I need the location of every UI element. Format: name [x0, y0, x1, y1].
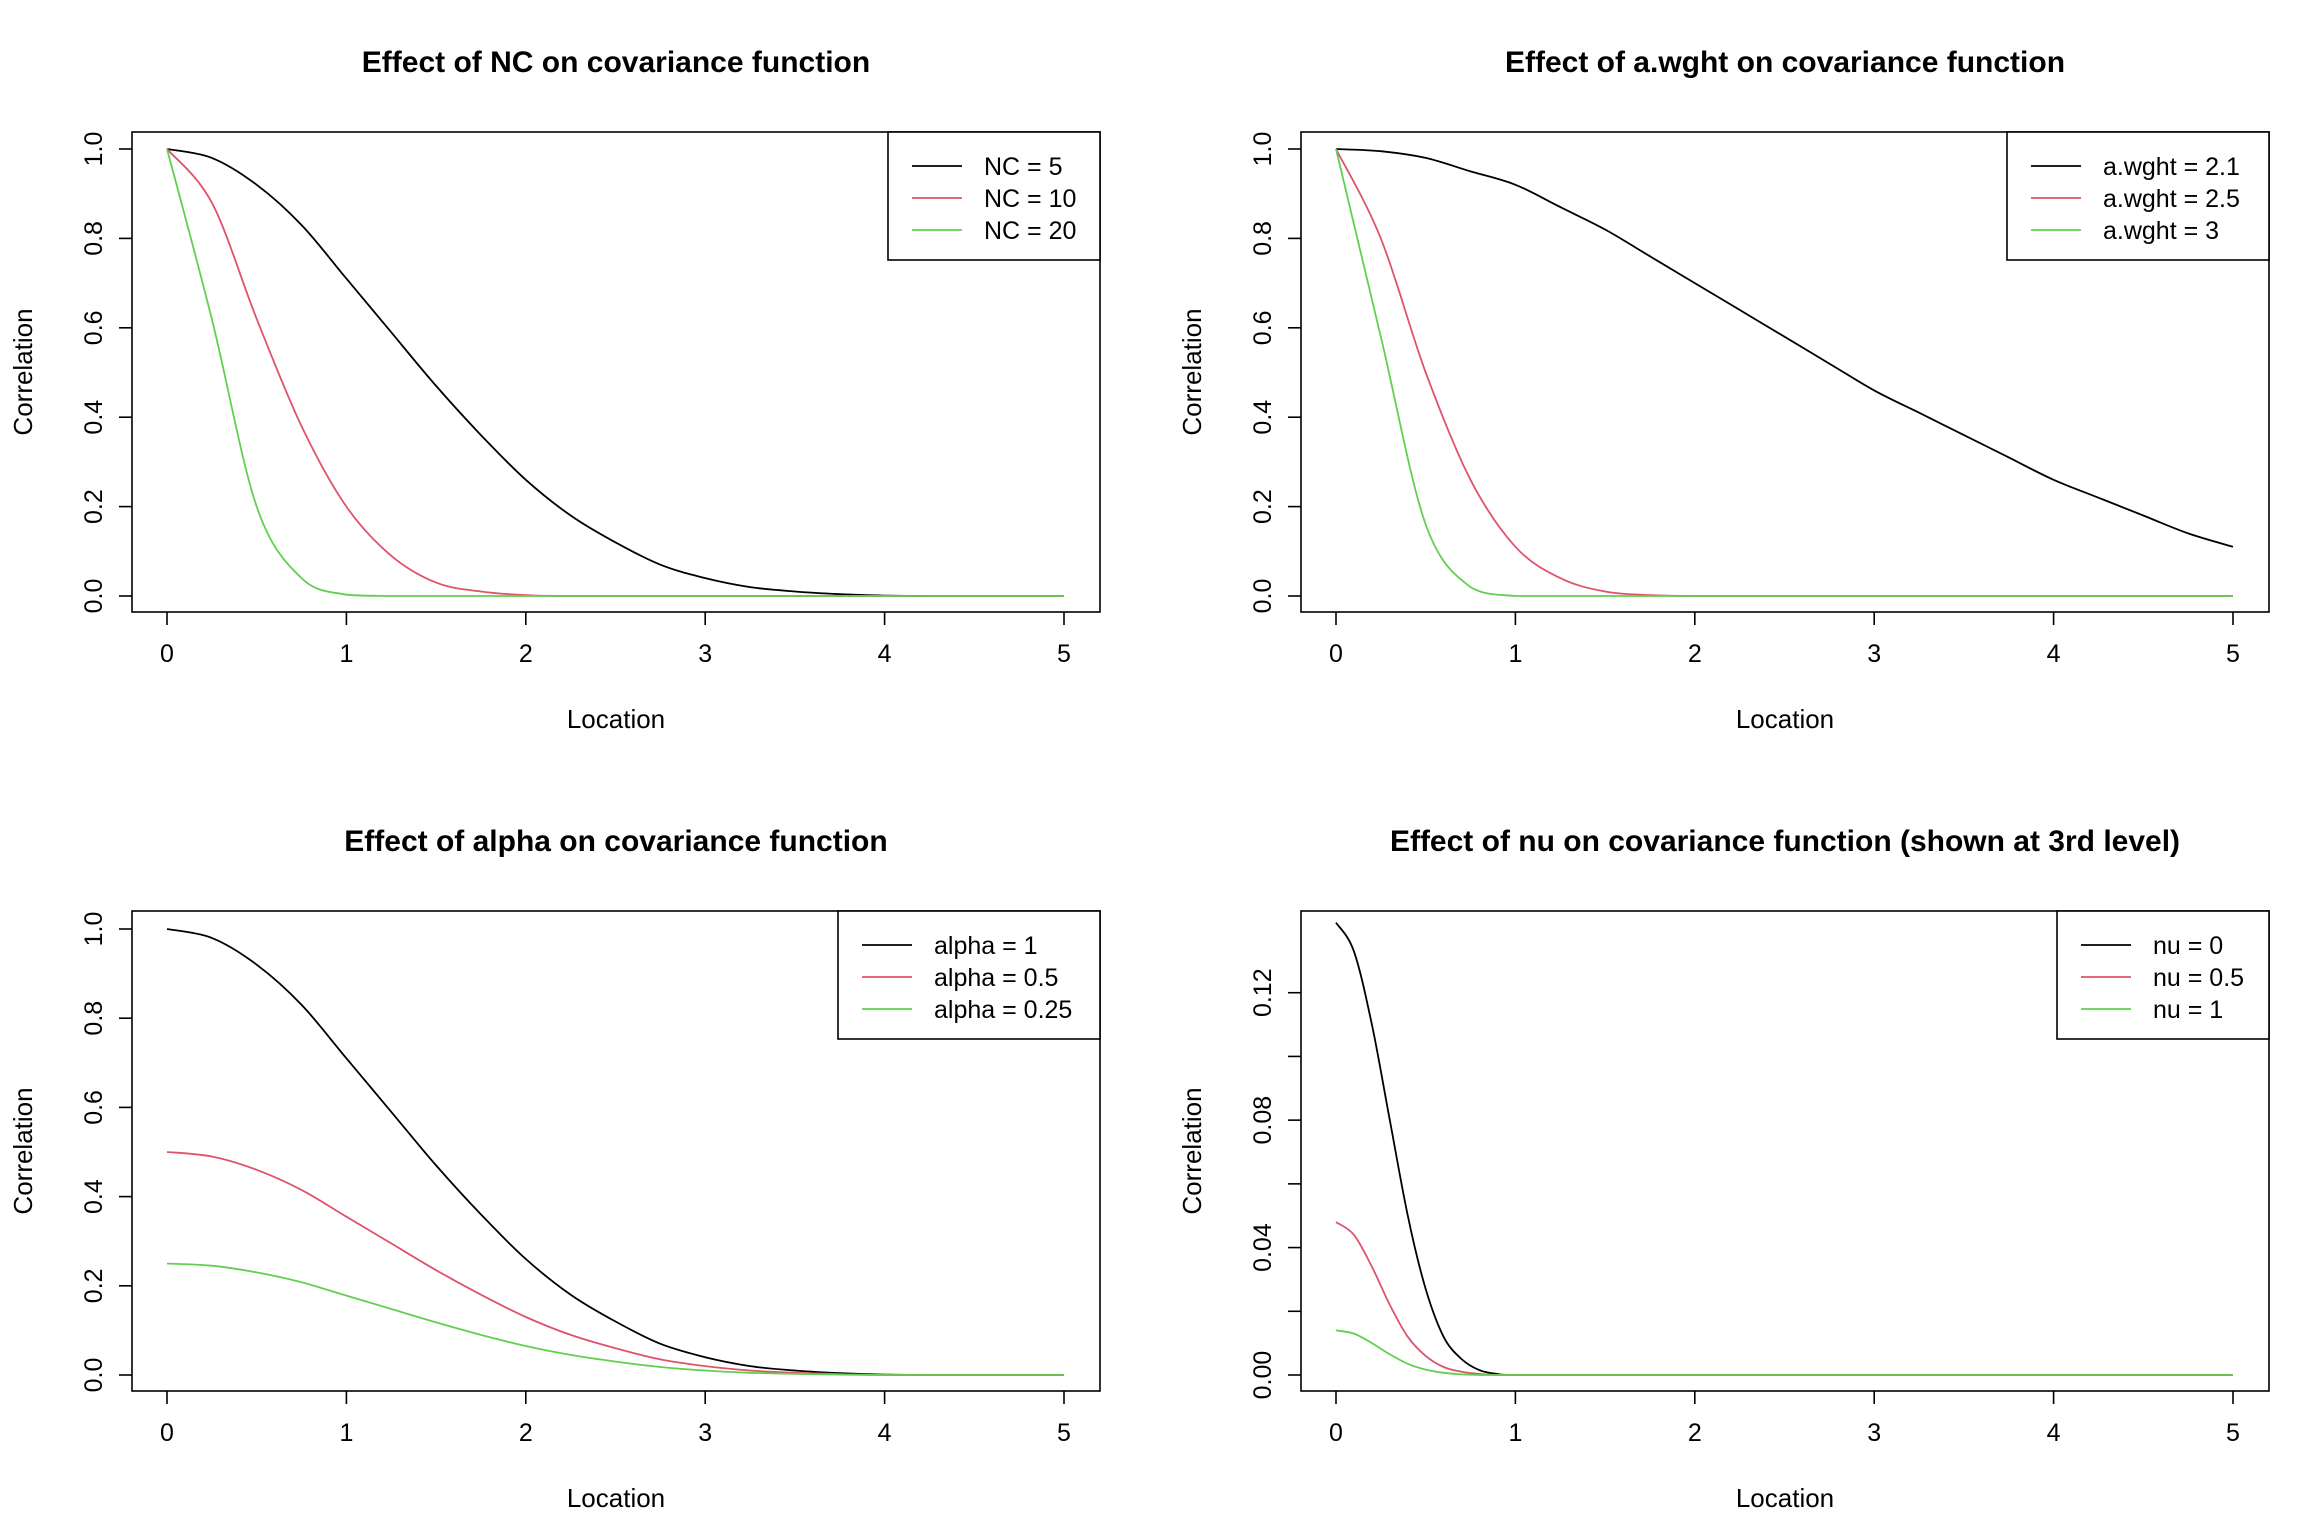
legend-box — [2006, 131, 2270, 261]
legend-label: nu = 1 — [2153, 996, 2223, 1024]
x-tick-label: 0 — [1329, 640, 1343, 668]
y-tick-label: 0.2 — [80, 1268, 108, 1303]
x-tick-label: 3 — [698, 640, 712, 668]
y-tick-label: 0.0 — [1249, 579, 1277, 614]
x-tick-label: 0 — [160, 640, 174, 668]
x-tick-label: 1 — [339, 640, 353, 668]
y-axis-label: Correlation — [8, 308, 38, 435]
x-tick-label: 5 — [2226, 640, 2240, 668]
legend-box — [887, 131, 1101, 261]
y-tick-label: 0.6 — [1249, 310, 1277, 345]
y-axis-label: Correlation — [1177, 308, 1207, 435]
legend-label: NC = 5 — [984, 153, 1063, 181]
series-line-3 — [1335, 148, 2233, 597]
legend-label: NC = 20 — [984, 217, 1076, 245]
x-tick-label: 2 — [1688, 640, 1702, 668]
x-tick-label: 5 — [1057, 1419, 1071, 1447]
x-axis-label: Location — [1736, 704, 1834, 734]
plot-frame — [1300, 910, 2270, 1392]
plot-frame — [1300, 131, 2270, 613]
chart-panel-3: Effect of alpha on covariance function 0 1… — [8, 825, 1101, 1513]
legend-box — [837, 910, 1101, 1040]
x-tick-label: 1 — [339, 1419, 353, 1447]
legend-label: a.wght = 2.5 — [2103, 185, 2240, 213]
y-axis-label: Correlation — [8, 1087, 38, 1214]
x-axis-label: Location — [567, 1483, 665, 1513]
x-tick-label: 0 — [160, 1419, 174, 1447]
y-tick-label: 0.8 — [80, 1001, 108, 1036]
legend-label: nu = 0 — [2153, 932, 2223, 960]
series-line-3 — [166, 148, 1064, 597]
legend-label: a.wght = 2.1 — [2103, 153, 2240, 181]
series-line-2 — [166, 1151, 1064, 1376]
chart-title: Effect of nu on covariance function (sho… — [1390, 825, 2180, 858]
legend-label: a.wght = 3 — [2103, 217, 2219, 245]
chart-title: Effect of alpha on covariance function — [344, 825, 887, 858]
y-tick-label: 1.0 — [1249, 132, 1277, 167]
legend-label: alpha = 1 — [934, 932, 1038, 960]
plot-frame — [131, 131, 1101, 613]
x-tick-label: 4 — [2047, 640, 2061, 668]
y-tick-label: 0.12 — [1249, 968, 1277, 1017]
x-tick-label: 2 — [1688, 1419, 1702, 1447]
x-tick-label: 5 — [2226, 1419, 2240, 1447]
x-axis-label: Location — [567, 704, 665, 734]
x-tick-label: 4 — [878, 1419, 892, 1447]
legend-box — [2056, 910, 2270, 1040]
plot-frame — [131, 910, 1101, 1392]
legend-label: NC = 10 — [984, 185, 1076, 213]
y-tick-label: 0.00 — [1249, 1351, 1277, 1400]
y-tick-label: 0.2 — [80, 489, 108, 524]
series-line-1 — [1335, 148, 2234, 548]
y-tick-label: 0.4 — [80, 400, 108, 435]
x-tick-label: 4 — [878, 640, 892, 668]
chart-panel-4: Effect of nu on covariance function (sho… — [1177, 825, 2270, 1513]
y-tick-label: 0.8 — [1249, 221, 1277, 256]
y-tick-label: 0.04 — [1249, 1223, 1277, 1272]
series-line-2 — [1335, 1221, 2233, 1376]
y-tick-label: 0.8 — [80, 221, 108, 256]
y-tick-label: 0.0 — [80, 1358, 108, 1393]
y-axis-label: Correlation — [1177, 1087, 1207, 1214]
chart-title: Effect of a.wght on covariance function — [1505, 46, 2065, 79]
x-tick-label: 1 — [1508, 640, 1522, 668]
x-tick-label: 4 — [2047, 1419, 2061, 1447]
x-tick-label: 3 — [698, 1419, 712, 1447]
chart-panel-1: Effect of NC on covariance function 0 1 2 3 4… — [8, 46, 1101, 734]
legend-label: alpha = 0.5 — [934, 964, 1058, 992]
y-tick-label: 1.0 — [80, 132, 108, 167]
x-tick-label: 0 — [1329, 1419, 1343, 1447]
y-tick-label: 0.08 — [1249, 1096, 1277, 1145]
y-tick-label: 0.6 — [80, 1090, 108, 1125]
y-tick-label: 1.0 — [80, 912, 108, 947]
y-tick-label: 0.2 — [1249, 489, 1277, 524]
y-tick-label: 0.4 — [80, 1179, 108, 1214]
legend-label: nu = 0.5 — [2153, 964, 2244, 992]
y-tick-label: 0.6 — [80, 310, 108, 345]
x-tick-label: 3 — [1867, 640, 1881, 668]
x-axis-label: Location — [1736, 1483, 1834, 1513]
x-tick-label: 2 — [519, 1419, 533, 1447]
chart-title: Effect of NC on covariance function — [362, 46, 870, 79]
x-tick-label: 3 — [1867, 1419, 1881, 1447]
x-tick-label: 5 — [1057, 640, 1071, 668]
series-line-3 — [1335, 1329, 2233, 1376]
x-tick-label: 2 — [519, 640, 533, 668]
chart-panel-2: Effect of a.wght on covariance function 0… — [1177, 46, 2270, 734]
series-line-3 — [166, 1262, 1064, 1376]
y-tick-label: 0.0 — [80, 579, 108, 614]
x-tick-label: 1 — [1508, 1419, 1522, 1447]
legend-label: alpha = 0.25 — [934, 996, 1072, 1024]
y-tick-label: 0.4 — [1249, 400, 1277, 435]
